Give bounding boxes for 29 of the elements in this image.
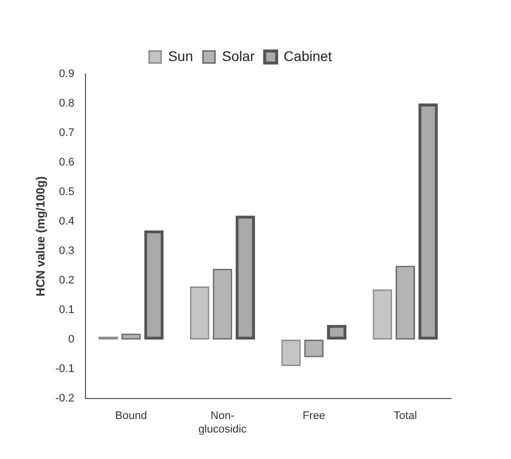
x-tick-label: Non- glucosidic bbox=[198, 410, 248, 436]
y-tick-label: -0.1 bbox=[55, 363, 74, 376]
bar bbox=[396, 266, 416, 340]
y-tick-label: 0.2 bbox=[59, 274, 74, 287]
y-tick-label: 0.7 bbox=[59, 127, 74, 140]
bar bbox=[236, 216, 256, 340]
bar bbox=[190, 286, 210, 340]
y-tick-label: 0 bbox=[68, 334, 74, 346]
bar bbox=[144, 230, 164, 340]
bar bbox=[121, 334, 141, 340]
legend-label: Cabinet bbox=[284, 48, 332, 64]
x-tick-label: Bound bbox=[115, 410, 147, 422]
legend-label: Solar bbox=[222, 48, 256, 64]
bar bbox=[418, 104, 438, 340]
bar bbox=[372, 289, 392, 340]
legend-label: Sun bbox=[168, 48, 193, 64]
bar bbox=[212, 268, 232, 340]
y-tick-label: -0.2 bbox=[55, 392, 74, 405]
y-tick-label: 0.9 bbox=[59, 68, 74, 80]
y-tick-label: 0.6 bbox=[59, 156, 74, 169]
y-tick-label: 0.5 bbox=[59, 186, 74, 198]
y-tick-label: 0.4 bbox=[59, 216, 74, 228]
y-axis-title: HCN value (mg/100g) bbox=[34, 176, 48, 296]
bar bbox=[281, 340, 301, 366]
y-tick-label: 0.3 bbox=[59, 245, 74, 258]
x-tick-label: Total bbox=[394, 410, 417, 422]
x-tick-label: Free bbox=[302, 410, 326, 422]
y-tick-label: 0.8 bbox=[59, 98, 74, 110]
y-tick-label: 0.1 bbox=[59, 304, 74, 316]
